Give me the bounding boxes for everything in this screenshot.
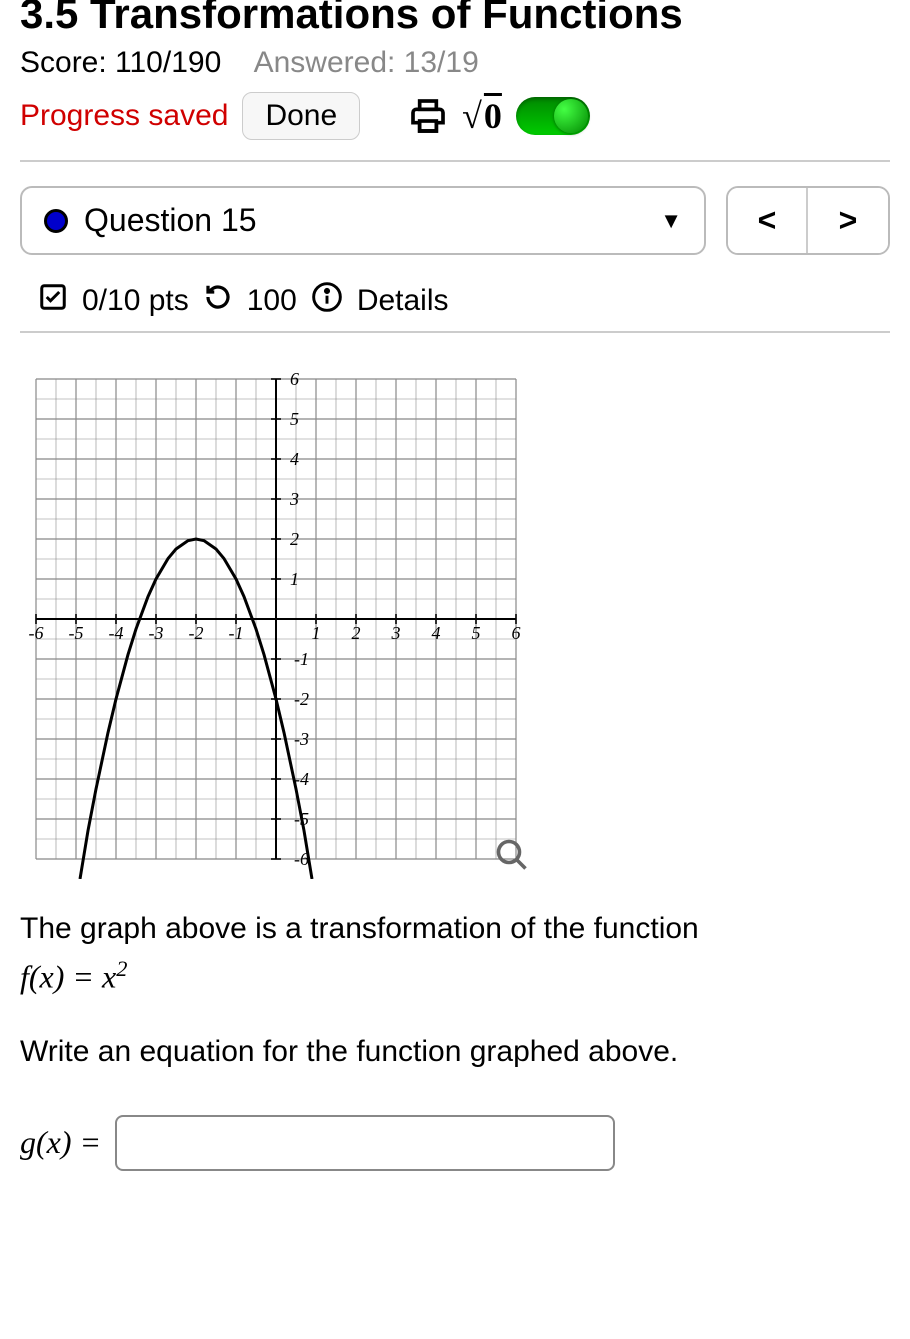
graph: -6-5-4-3-2-1123456-6-5-4-3-2-1123456 [16,359,536,879]
svg-text:5: 5 [290,409,299,429]
svg-text:-1: -1 [294,649,309,669]
progress-saved-label: Progress saved [20,99,228,133]
svg-text:-2: -2 [294,689,309,709]
divider-thin [20,331,890,333]
score-label: Score: 110/190 [20,46,221,79]
svg-text:-2: -2 [189,623,204,643]
next-question-button[interactable]: > [808,188,888,253]
svg-text:4: 4 [432,623,441,643]
answered-label: Answered: 13/19 [254,46,479,79]
answer-input[interactable] [115,1115,615,1171]
attempts-label: 100 [247,284,297,318]
svg-text:1: 1 [290,569,299,589]
svg-text:4: 4 [290,449,299,469]
fx-base: x [102,958,116,994]
divider [20,160,890,162]
print-icon[interactable] [408,96,448,136]
svg-text:2: 2 [290,529,299,549]
checkbox-icon [38,282,68,320]
question-dropdown[interactable]: Question 15 ▼ [20,186,706,255]
fx-equation: f(x) = x2 [20,954,890,999]
score-line: Score: 110/190 Answered: 13/19 [20,46,890,80]
question-status-dot [44,209,68,233]
svg-text:6: 6 [290,369,299,389]
chevron-down-icon: ▼ [660,208,682,234]
fx-exp: 2 [116,956,127,981]
info-icon [311,281,343,321]
fx-lhs: f(x) = [20,958,102,994]
question-nav: < > [726,186,890,255]
svg-text:6: 6 [512,623,521,643]
svg-text:5: 5 [472,623,481,643]
problem-line-1: The graph above is a transformation of t… [20,909,890,950]
svg-text:-4: -4 [109,623,124,643]
points-bar: 0/10 pts 100 Details [38,281,890,321]
svg-text:3: 3 [289,489,299,509]
zoom-icon[interactable] [494,837,530,873]
prev-question-button[interactable]: < [728,188,808,253]
svg-text:-6: -6 [29,623,44,643]
points-label: 0/10 pts [82,284,189,318]
svg-text:1: 1 [312,623,321,643]
svg-text:-1: -1 [229,623,244,643]
svg-text:3: 3 [391,623,401,643]
equation-editor-icon[interactable]: √0 [462,95,502,137]
details-link[interactable]: Details [357,284,449,318]
page-title: 3.5 Transformations of Functions [20,0,890,38]
question-label: Question 15 [84,202,257,239]
done-button[interactable]: Done [242,92,360,140]
gx-label: g(x) = [20,1124,101,1161]
svg-text:-3: -3 [149,623,164,643]
math-toggle[interactable] [516,97,590,135]
svg-text:2: 2 [352,623,361,643]
svg-text:-3: -3 [294,729,309,749]
retry-icon [203,282,233,320]
svg-text:-5: -5 [69,623,84,643]
problem-line-2: Write an equation for the function graph… [20,1032,890,1073]
